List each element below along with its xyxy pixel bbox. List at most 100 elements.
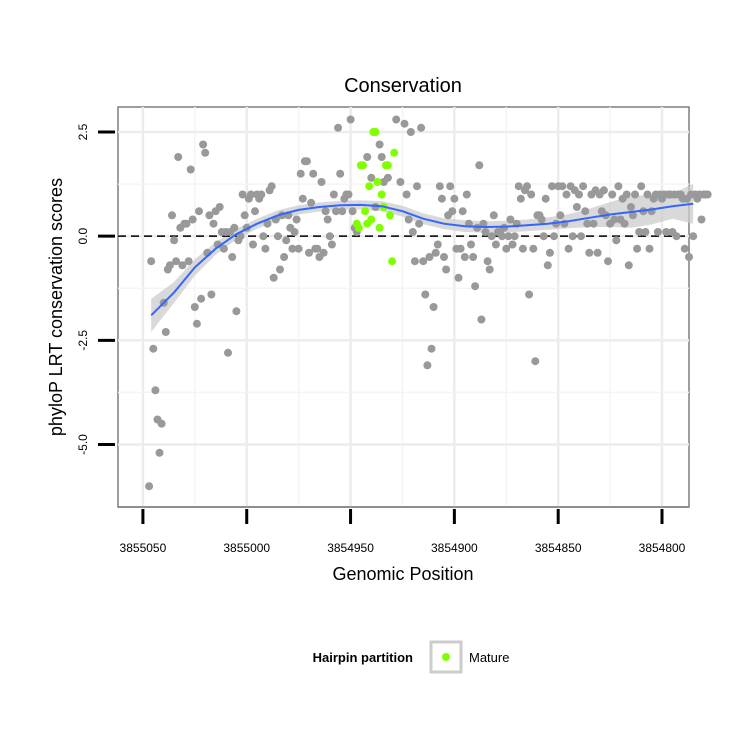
mature-point-13 <box>383 161 392 170</box>
other-point-165 <box>525 290 534 299</box>
other-point-214 <box>626 203 635 211</box>
other-point-0 <box>147 257 156 266</box>
other-point-171 <box>537 215 546 224</box>
other-point-4 <box>155 448 164 457</box>
mature-point-5 <box>367 215 376 224</box>
other-point-9 <box>165 261 174 270</box>
other-point-144 <box>481 228 490 236</box>
other-point-119 <box>429 303 438 311</box>
other-point-86 <box>325 232 334 241</box>
other-point-29 <box>207 290 216 299</box>
other-point-39 <box>228 253 237 261</box>
other-point-21 <box>190 303 199 311</box>
other-point-248 <box>697 215 706 224</box>
x-tick-label-5: 3854800 <box>639 541 686 555</box>
mature-point-15 <box>388 257 397 266</box>
other-point-18 <box>184 257 193 266</box>
other-point-49 <box>249 240 257 249</box>
other-point-41 <box>232 307 241 316</box>
other-point-102 <box>383 173 392 182</box>
other-point-84 <box>321 207 330 216</box>
other-point-92 <box>338 207 347 216</box>
other-point-139 <box>471 282 480 291</box>
other-point-133 <box>458 207 467 216</box>
other-point-154 <box>502 244 511 253</box>
other-point-90 <box>334 123 343 132</box>
other-point-105 <box>400 119 409 128</box>
other-point-88 <box>329 190 338 199</box>
other-point-242 <box>685 253 693 261</box>
other-point-194 <box>585 248 594 257</box>
other-point-50 <box>251 207 259 216</box>
mature-point-4 <box>365 182 374 191</box>
other-point-76 <box>305 248 313 257</box>
other-point-53 <box>257 190 266 199</box>
other-point-254 <box>377 153 386 161</box>
other-point-193 <box>583 219 592 228</box>
other-point-114 <box>419 257 428 266</box>
other-point-10 <box>168 211 176 220</box>
other-point-25 <box>199 140 208 149</box>
x-axis-title: Genomic Position <box>332 564 473 584</box>
other-point-37 <box>224 348 232 357</box>
x-tick-label-4: 3854850 <box>535 541 582 555</box>
other-point-96 <box>346 115 355 124</box>
other-point-68 <box>288 244 297 253</box>
other-point-190 <box>577 232 585 241</box>
other-point-183 <box>562 190 571 199</box>
other-point-211 <box>620 219 629 228</box>
other-point-223 <box>645 244 654 253</box>
other-point-127 <box>446 182 455 191</box>
other-point-95 <box>344 190 353 199</box>
other-point-128 <box>448 207 457 216</box>
other-point-118 <box>427 344 436 353</box>
other-point-142 <box>477 315 486 324</box>
mature-point-18 <box>352 219 361 228</box>
other-point-173 <box>541 194 550 203</box>
other-point-174 <box>543 261 552 270</box>
legend-title: Hairpin partition <box>313 650 413 665</box>
other-point-155 <box>504 232 513 241</box>
other-point-153 <box>500 223 509 232</box>
other-point-219 <box>637 182 646 191</box>
other-point-109 <box>408 228 417 236</box>
other-point-206 <box>610 215 619 224</box>
other-point-121 <box>433 240 442 249</box>
other-point-11 <box>170 236 179 245</box>
other-point-196 <box>589 219 598 228</box>
other-point-73 <box>298 194 307 203</box>
other-point-43 <box>236 232 245 241</box>
other-point-85 <box>323 215 332 224</box>
other-point-252 <box>145 482 154 491</box>
other-point-164 <box>523 182 531 191</box>
other-point-78 <box>309 169 318 178</box>
other-point-82 <box>317 178 326 186</box>
plot-panel <box>117 106 690 508</box>
other-point-208 <box>614 182 623 191</box>
other-point-44 <box>238 190 247 199</box>
other-point-207 <box>612 236 621 245</box>
other-point-213 <box>624 261 633 270</box>
other-point-162 <box>518 244 527 253</box>
other-point-120 <box>431 248 440 257</box>
other-point-115 <box>421 290 430 299</box>
other-point-253 <box>375 140 384 149</box>
other-point-83 <box>319 248 328 257</box>
other-point-192 <box>581 207 590 216</box>
other-point-191 <box>579 182 588 191</box>
x-tick-label-0: 3855050 <box>120 541 167 555</box>
other-point-236 <box>672 232 681 241</box>
other-point-221 <box>641 228 650 236</box>
other-point-72 <box>296 169 305 178</box>
other-point-176 <box>548 182 556 191</box>
other-point-97 <box>348 207 357 216</box>
other-point-251 <box>703 190 712 199</box>
other-point-143 <box>479 219 488 228</box>
other-point-125 <box>442 265 451 274</box>
other-point-35 <box>219 244 228 253</box>
other-point-138 <box>469 253 478 261</box>
other-point-175 <box>545 248 554 257</box>
other-point-55 <box>261 244 270 253</box>
other-point-218 <box>635 228 644 236</box>
x-axis: 3855050 3855000 3854950 3854900 3854850 38548… <box>118 506 689 555</box>
